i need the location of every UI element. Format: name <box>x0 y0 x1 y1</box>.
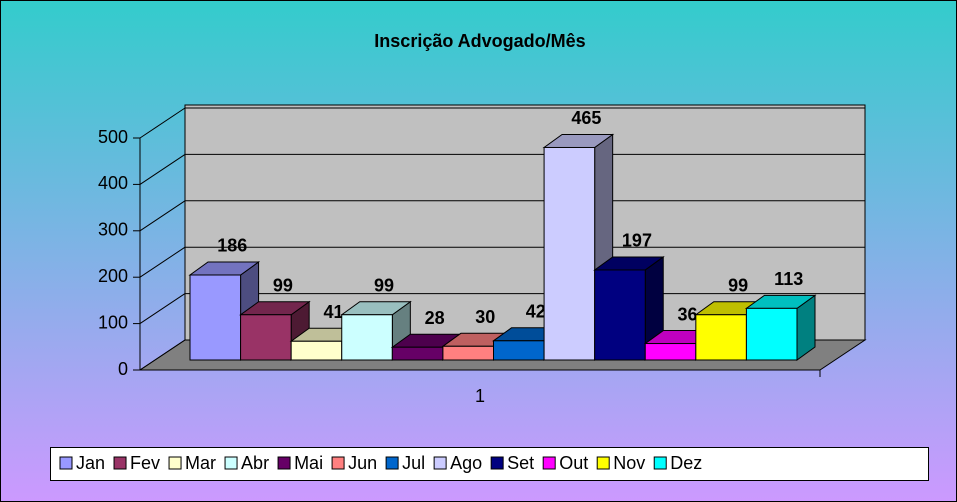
data-label: 99 <box>728 276 748 296</box>
grid-line <box>139 246 186 278</box>
legend-label: Set <box>507 453 534 473</box>
bar <box>391 346 444 361</box>
y-tick-label: 100 <box>98 312 128 332</box>
legend-label: Nov <box>613 453 645 473</box>
legend-swatch <box>596 456 610 470</box>
legend-swatch <box>385 456 399 470</box>
data-label: 99 <box>273 276 293 296</box>
legend-label: Dez <box>670 453 702 473</box>
grid-line <box>139 293 186 325</box>
legend-swatch <box>168 456 182 470</box>
bar <box>644 343 697 361</box>
bar <box>745 307 798 361</box>
bar <box>442 345 494 361</box>
y-tick-label: 500 <box>98 127 128 147</box>
bar <box>543 146 596 361</box>
y-tick-label: 200 <box>98 266 128 286</box>
data-label: 36 <box>678 304 698 324</box>
grid-line <box>139 153 186 185</box>
y-tick-label: 0 <box>118 359 128 379</box>
bar <box>594 269 646 361</box>
data-label: 41 <box>323 302 343 322</box>
grid-line <box>139 200 186 232</box>
legend-swatch <box>113 456 127 470</box>
legend-swatch <box>542 456 556 470</box>
legend-label: Jun <box>348 453 377 473</box>
data-label: 465 <box>571 108 601 128</box>
bar <box>341 314 393 361</box>
data-label: 113 <box>774 269 803 289</box>
legend-label: Jul <box>402 453 425 473</box>
legend-swatch <box>331 456 345 470</box>
grid-line <box>139 107 186 139</box>
legend-swatch <box>59 456 73 470</box>
bar <box>493 340 545 361</box>
legend-swatch <box>433 456 447 470</box>
legend-swatch <box>224 456 238 470</box>
data-label: 30 <box>475 307 495 327</box>
legend-label: Out <box>559 453 588 473</box>
y-tick-label: 300 <box>98 220 128 240</box>
legend <box>50 447 929 481</box>
data-label: 186 <box>217 236 247 256</box>
x-tick-label: 1 <box>475 386 485 406</box>
bar <box>290 340 343 361</box>
data-label: 28 <box>425 308 445 328</box>
legend-swatch <box>490 456 504 470</box>
y-tick-label: 400 <box>98 173 128 193</box>
legend-swatch <box>277 456 291 470</box>
bar <box>695 314 747 361</box>
grid-line <box>139 339 186 371</box>
legend-label: Mar <box>185 453 216 473</box>
legend-label: Ago <box>450 453 482 473</box>
data-label: 197 <box>622 231 652 251</box>
data-label: 42 <box>526 302 546 322</box>
bar <box>189 274 242 361</box>
legend-label: Fev <box>130 453 160 473</box>
data-label: 99 <box>374 276 394 296</box>
legend-label: Mai <box>294 453 323 473</box>
legend-swatch <box>653 456 667 470</box>
legend-label: Abr <box>241 453 269 473</box>
chart-title: Inscrição Advogado/Mês <box>374 31 585 51</box>
legend-label: Jan <box>76 453 105 473</box>
bar <box>240 314 292 361</box>
